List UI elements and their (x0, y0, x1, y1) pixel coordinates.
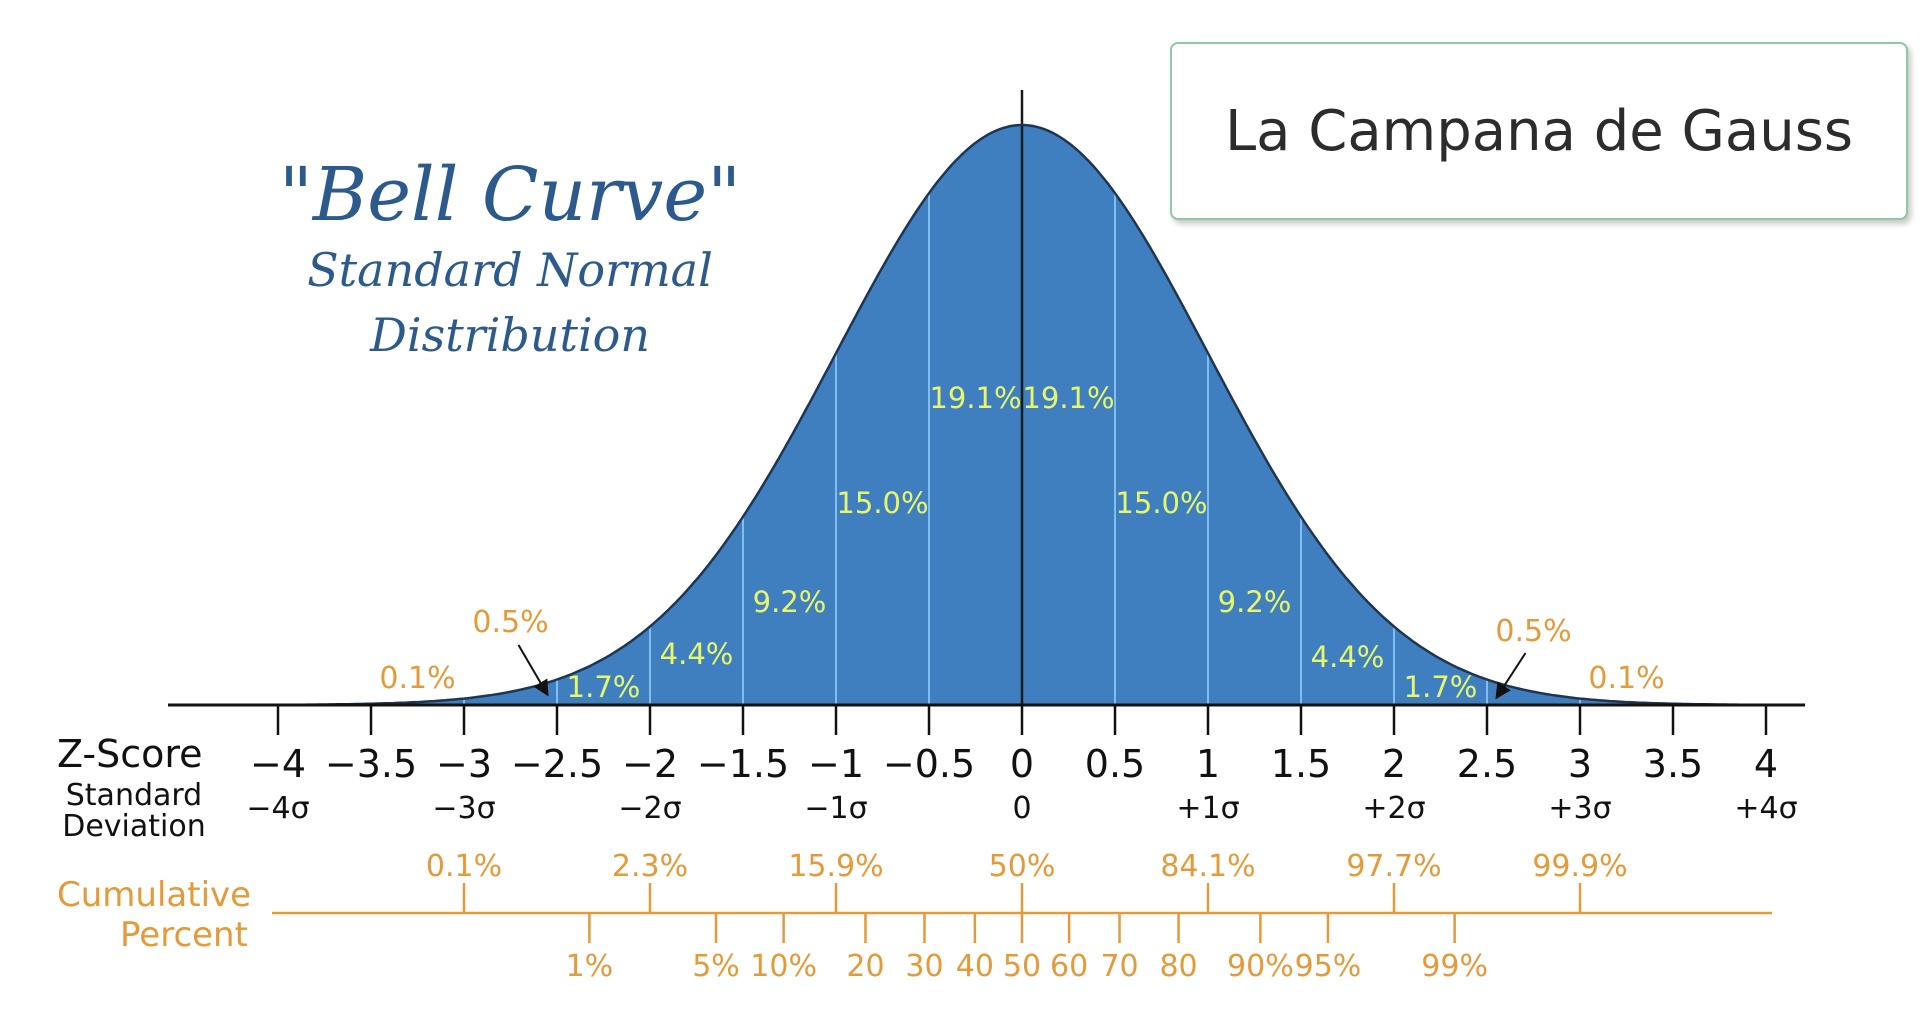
cumulative-lower-label: 50 (1003, 949, 1041, 984)
area-percent-label: 4.4% (1311, 640, 1385, 674)
cumulative-upper-label: 2.3% (612, 849, 688, 884)
area-percent-label: 15.0% (1115, 486, 1207, 520)
z-tick-label: 3 (1568, 742, 1592, 786)
area-percent-label: 19.1% (929, 381, 1021, 415)
cumulative-lower-label: 99% (1421, 949, 1488, 984)
title-box: La Campana de Gauss (1170, 42, 1908, 220)
z-tick-label: −3 (436, 742, 492, 786)
tail-percent-label: 0.5% (1495, 614, 1571, 649)
tail-percent-label: 0.1% (1588, 661, 1664, 696)
z-tick-label: 1.5 (1271, 742, 1331, 786)
cumulative-lower-label: 1% (566, 949, 614, 984)
z-tick-label: 2 (1382, 742, 1406, 786)
z-tick-label: 2.5 (1457, 742, 1517, 786)
cumulative-lower-label: 60 (1050, 949, 1088, 984)
sigma-label: +1σ (1176, 791, 1239, 826)
area-percent-label: 9.2% (753, 585, 827, 619)
tail-arrow-left (517, 644, 549, 697)
cumulative-lower-label: 95% (1295, 949, 1362, 984)
sigma-label: −3σ (432, 791, 495, 826)
cumulative-lower-label: 80 (1159, 949, 1197, 984)
cumulative-upper-label: 0.1% (426, 849, 502, 884)
area-percent-label: 4.4% (660, 637, 734, 671)
cumulative-lower-label: 40 (956, 949, 994, 984)
cumulative-lower-label: 10% (750, 949, 817, 984)
z-tick-label: 1 (1196, 742, 1220, 786)
cumulative-lower-label: 30 (905, 949, 943, 984)
sigma-label: −4σ (246, 791, 309, 826)
cumulative-lower-label: 5% (692, 949, 740, 984)
sigma-label: +3σ (1548, 791, 1611, 826)
cumulative-upper-label: 84.1% (1160, 849, 1255, 884)
cumulative-lower-label: 90% (1227, 949, 1294, 984)
z-tick-label: −3.5 (325, 742, 417, 786)
cumulative-lower-label: 20 (846, 949, 884, 984)
tail-percent-label: 0.5% (472, 605, 548, 640)
zscore-label: Z-Score (57, 732, 203, 776)
sigma-label: −2σ (618, 791, 681, 826)
z-tick-label: −1 (808, 742, 864, 786)
chart-heading-standard-normal: Standard Normal (307, 243, 713, 297)
z-tick-label: 0.5 (1085, 742, 1145, 786)
cumulative-lower-label: 70 (1100, 949, 1138, 984)
cumulative-upper-label: 97.7% (1346, 849, 1441, 884)
curve-outline (278, 123, 1766, 707)
cumulative-label-line1: Cumulative (57, 875, 251, 915)
cumulative-upper-label: 50% (989, 849, 1056, 884)
area-percent-label: 9.2% (1218, 585, 1292, 619)
chart-heading-bell-curve: "Bell Curve" (278, 152, 742, 238)
title-box-text: La Campana de Gauss (1224, 98, 1854, 164)
z-tick-label: −1.5 (697, 742, 789, 786)
area-percent-label: 1.7% (567, 670, 641, 704)
z-tick-label: −2 (622, 742, 678, 786)
z-tick-label: −2.5 (511, 742, 603, 786)
z-tick-label: −0.5 (883, 742, 975, 786)
stddev-label-line1: Standard (66, 778, 202, 813)
sigma-label: +4σ (1734, 791, 1797, 826)
cumulative-upper-label: 99.9% (1532, 849, 1627, 884)
tail-percent-label: 0.1% (379, 661, 455, 696)
z-tick-label: 4 (1754, 742, 1778, 786)
sigma-label: −1σ (804, 791, 867, 826)
tail-arrow-right (1495, 652, 1527, 700)
z-tick-label: −4 (250, 742, 306, 786)
sigma-label: 0 (1012, 791, 1031, 826)
cumulative-label-line2: Percent (120, 915, 248, 955)
area-percent-label: 1.7% (1404, 670, 1478, 704)
cumulative-upper-label: 15.9% (788, 849, 883, 884)
sigma-label: +2σ (1362, 791, 1425, 826)
z-tick-label: 0 (1010, 742, 1034, 786)
area-percent-label: 19.1% (1022, 381, 1114, 415)
area-percent-label: 15.0% (836, 486, 928, 520)
stddev-label-line2: Deviation (62, 809, 206, 844)
chart-heading-distribution: Distribution (370, 308, 650, 362)
z-tick-label: 3.5 (1643, 742, 1703, 786)
